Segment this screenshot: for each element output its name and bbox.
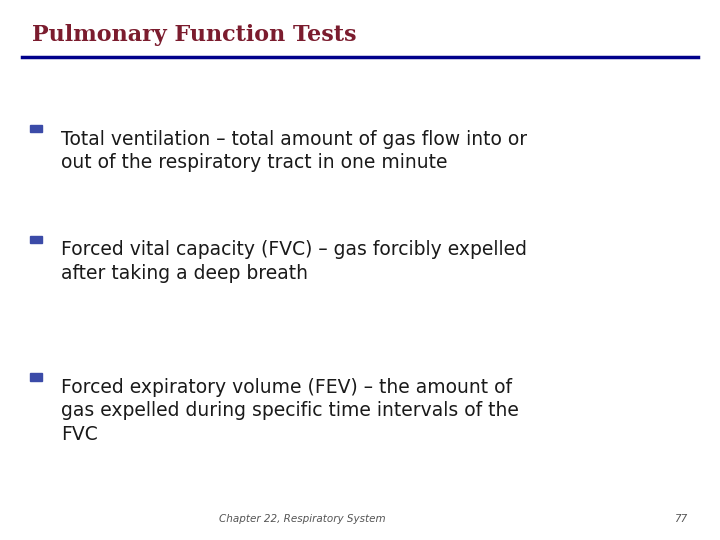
Text: Total ventilation – total amount of gas flow into or
out of the respiratory trac: Total ventilation – total amount of gas … xyxy=(61,130,527,172)
Text: Pulmonary Function Tests: Pulmonary Function Tests xyxy=(32,24,357,46)
Text: Chapter 22, Respiratory System: Chapter 22, Respiratory System xyxy=(219,514,386,524)
Bar xyxy=(30,374,42,381)
Bar xyxy=(30,235,42,243)
Bar xyxy=(30,125,42,132)
Text: 77: 77 xyxy=(675,514,688,524)
Text: Forced expiratory volume (FEV) – the amount of
gas expelled during specific time: Forced expiratory volume (FEV) – the amo… xyxy=(61,378,519,444)
Text: Forced vital capacity (FVC) – gas forcibly expelled
after taking a deep breath: Forced vital capacity (FVC) – gas forcib… xyxy=(61,240,527,283)
